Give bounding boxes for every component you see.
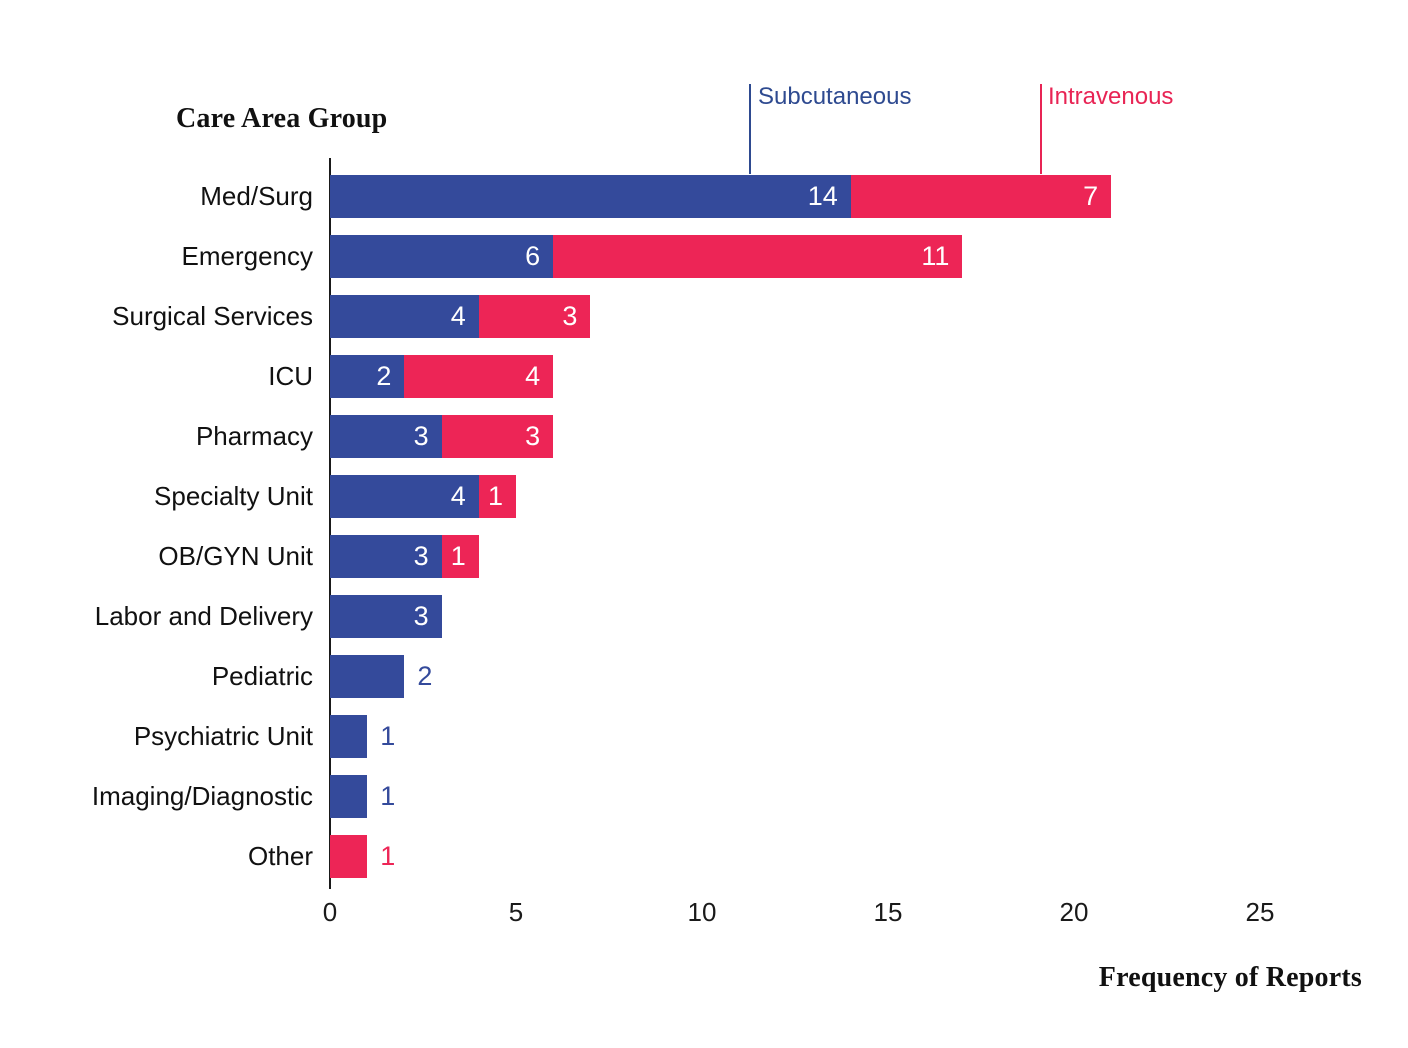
bar-segment-intravenous-pharmacy: 3 [441, 415, 554, 458]
bar-segment-subcutaneous-icu: 2 [330, 355, 405, 398]
legend-leader-line-subcutaneous [749, 84, 751, 174]
bar-segment-subcutaneous-labor-and-delivery: 3 [330, 595, 442, 638]
bar-value-label: 2 [376, 361, 392, 391]
bar-segment-subcutaneous-surgical-services: 4 [330, 295, 479, 338]
bar-segment-intravenous-ob-gyn-unit: 1 [441, 535, 479, 578]
bar-value-label: 14 [807, 181, 838, 211]
bar-segment-subcutaneous-specialty-unit: 4 [330, 475, 479, 518]
category-label-icu: ICU [268, 361, 313, 391]
category-label-imaging-diagnostic: Imaging/Diagnostic [91, 781, 313, 811]
category-label-surgical-services: Surgical Services [112, 301, 313, 331]
bar-value-label: 4 [525, 361, 541, 391]
bar-segment-subcutaneous-med-surg: 14 [330, 175, 851, 218]
x-axis-tick-0: 0 [322, 897, 338, 927]
bar-value-label: 11 [921, 241, 950, 271]
bar-value-label: 3 [525, 421, 541, 451]
bar-segment-intravenous-icu: 4 [404, 355, 554, 398]
bar-segment-subcutaneous-pediatric [330, 655, 405, 698]
category-label-specialty-unit: Specialty Unit [154, 481, 313, 511]
bar-value-label: 1 [380, 841, 396, 871]
bar-segment-intravenous-med-surg: 7 [850, 175, 1112, 218]
x-axis-tick-20: 20 [1059, 897, 1089, 927]
bar-segment-intravenous-specialty-unit: 1 [478, 475, 516, 518]
category-label-emergency: Emergency [181, 241, 314, 271]
bar-value-label: 6 [525, 241, 541, 271]
category-label-pediatric: Pediatric [211, 661, 313, 691]
bar-value-label: 3 [413, 541, 429, 571]
x-axis-tick-25: 25 [1245, 897, 1275, 927]
bar-value-label: 3 [562, 301, 578, 331]
legend-label-subcutaneous: Subcutaneous [758, 83, 912, 110]
legend-leader-line-intravenous [1040, 84, 1042, 174]
x-axis-tick-10: 10 [687, 897, 717, 927]
bar-value-label: 1 [380, 781, 396, 811]
category-label-labor-and-delivery: Labor and Delivery [94, 601, 313, 631]
bar-segment-intravenous-surgical-services: 3 [478, 295, 591, 338]
bar-segment-subcutaneous-emergency: 6 [330, 235, 554, 278]
y-axis-line [329, 158, 331, 889]
x-axis-title: Frequency of Reports [1098, 962, 1362, 993]
x-axis-tick-5: 5 [508, 897, 524, 927]
bar-value-label: 2 [417, 661, 433, 691]
x-axis-tick-15: 15 [873, 897, 903, 927]
bar-segment-intravenous-emergency: 11 [553, 235, 963, 278]
bar-value-label: 1 [450, 541, 466, 571]
category-label-pharmacy: Pharmacy [195, 421, 313, 451]
bar-segment-subcutaneous-imaging-diagnostic [330, 775, 368, 818]
bar-segment-intravenous-other [330, 835, 368, 878]
category-label-ob-gyn-unit: OB/GYN Unit [158, 541, 313, 571]
legend-label-intravenous: Intravenous [1048, 83, 1174, 110]
bar-value-label: 4 [450, 301, 466, 331]
bar-segment-subcutaneous-ob-gyn-unit: 3 [330, 535, 442, 578]
bar-value-label: 1 [487, 481, 503, 511]
bar-value-label: 1 [380, 721, 396, 751]
bar-value-label: 4 [450, 481, 466, 511]
bar-segment-subcutaneous-psychiatric-unit [330, 715, 368, 758]
category-label-med-surg: Med/Surg [200, 181, 313, 211]
bar-value-label: 3 [413, 601, 429, 631]
category-label-other: Other [247, 841, 313, 871]
bar-segment-subcutaneous-pharmacy: 3 [330, 415, 442, 458]
bar-value-label: 3 [413, 421, 429, 451]
category-label-psychiatric-unit: Psychiatric Unit [133, 721, 313, 751]
chart-title: Care Area Group [176, 103, 388, 134]
bar-value-label: 7 [1083, 181, 1099, 211]
